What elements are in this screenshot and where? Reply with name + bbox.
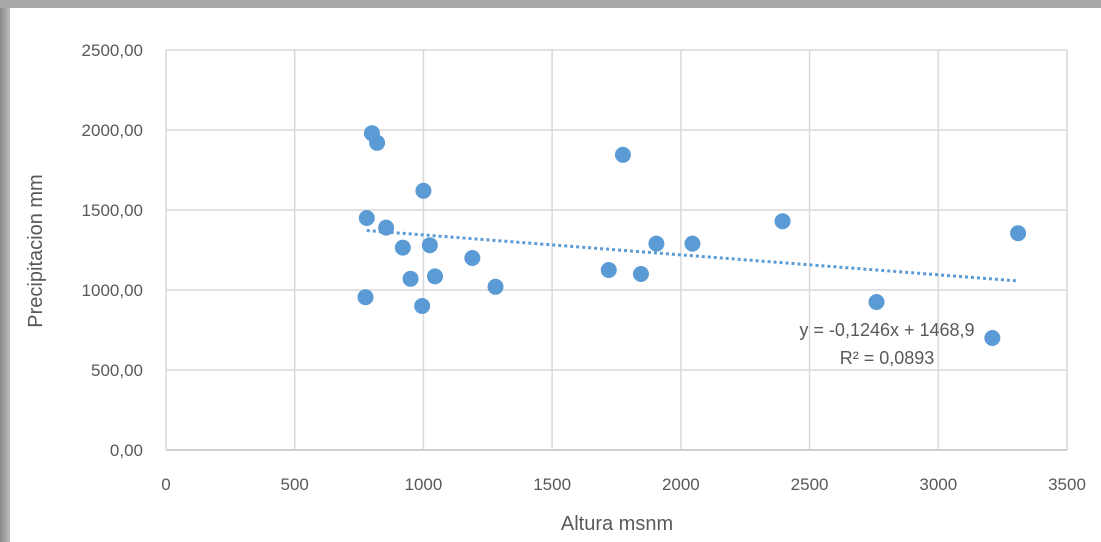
data-point [774,213,791,230]
y-tick-label: 0,00 [110,441,143,460]
data-point [1010,225,1027,242]
frame-shadow-top [0,0,1101,8]
y-tick-labels: 0,00 500,00 1000,00 1500,00 2000,00 2500,00 [82,41,143,460]
data-point [632,266,649,282]
data-point [614,146,631,163]
trendline-r2: R² = 0,0893 [840,348,935,368]
data-point [415,182,432,199]
data-point [358,210,375,226]
y-tick-label: 1500,00 [82,201,143,220]
data-point [414,298,431,314]
y-tick-label: 2500,00 [82,41,143,60]
chart-area [10,8,1101,542]
x-tick-label: 2500 [791,475,829,494]
x-tick-labels: 0 500 1000 1500 2000 2500 3000 3500 [161,475,1086,494]
y-axis-label: Precipitacion mm [25,174,47,327]
grid-lines [165,49,1068,451]
y-tick-label: 500,00 [91,361,143,380]
y-tick-label: 1000,00 [82,281,143,300]
data-point [369,134,386,151]
data-point [464,250,481,266]
data-point [648,235,665,252]
data-point [357,289,374,306]
x-tick-label: 500 [281,475,309,494]
trendline [366,229,1019,283]
y-tick-label: 2000,00 [82,121,143,140]
x-tick-label: 2000 [662,475,700,494]
x-tick-label: 3000 [919,475,957,494]
x-axis-label: Altura msnm [561,513,673,535]
data-point [394,239,411,256]
data-point [378,219,395,236]
x-tick-label: 3500 [1048,475,1086,494]
data-point [427,268,444,285]
x-tick-label: 0 [161,475,170,494]
x-tick-label: 1500 [533,475,571,494]
trendline-layer [366,229,1019,283]
data-point [600,262,617,278]
data-point [684,235,701,252]
data-point [868,294,885,310]
data-point [402,270,419,287]
trendline-equation: y = -0,1246x + 1468,9 [799,320,974,340]
data-point [487,278,504,295]
x-tick-label: 1000 [405,475,443,494]
data-points [357,125,1027,346]
data-point [421,237,438,254]
data-point [984,330,1001,346]
